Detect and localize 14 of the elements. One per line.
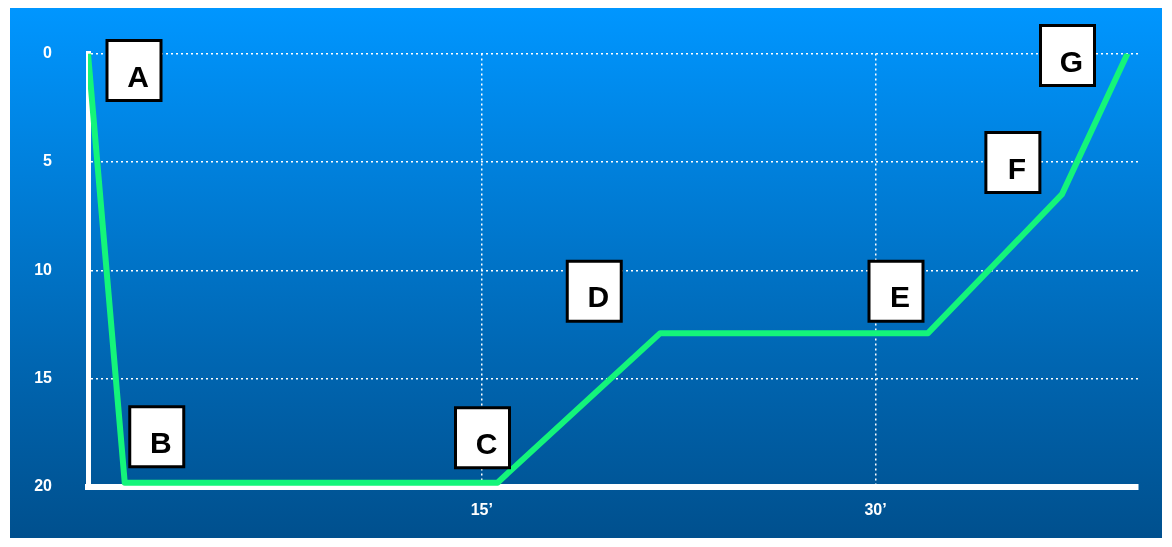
y-tick-label: 20 [34,477,53,495]
annotation: F [1007,151,1027,185]
x-tick-label: 30’ [864,501,887,519]
y-tick-label: 5 [43,152,53,170]
annotation: E [889,280,911,314]
y-tick-label: 0 [43,44,53,62]
annotation: G [1059,44,1084,78]
annotation: D [587,280,610,314]
annotation: B [149,425,172,459]
annotation: A [127,59,149,93]
annotation: C [475,426,498,460]
y-tick-label: 10 [34,260,53,278]
x-tick-label: 15’ [470,501,493,519]
y-tick-label: 15 [34,369,53,387]
